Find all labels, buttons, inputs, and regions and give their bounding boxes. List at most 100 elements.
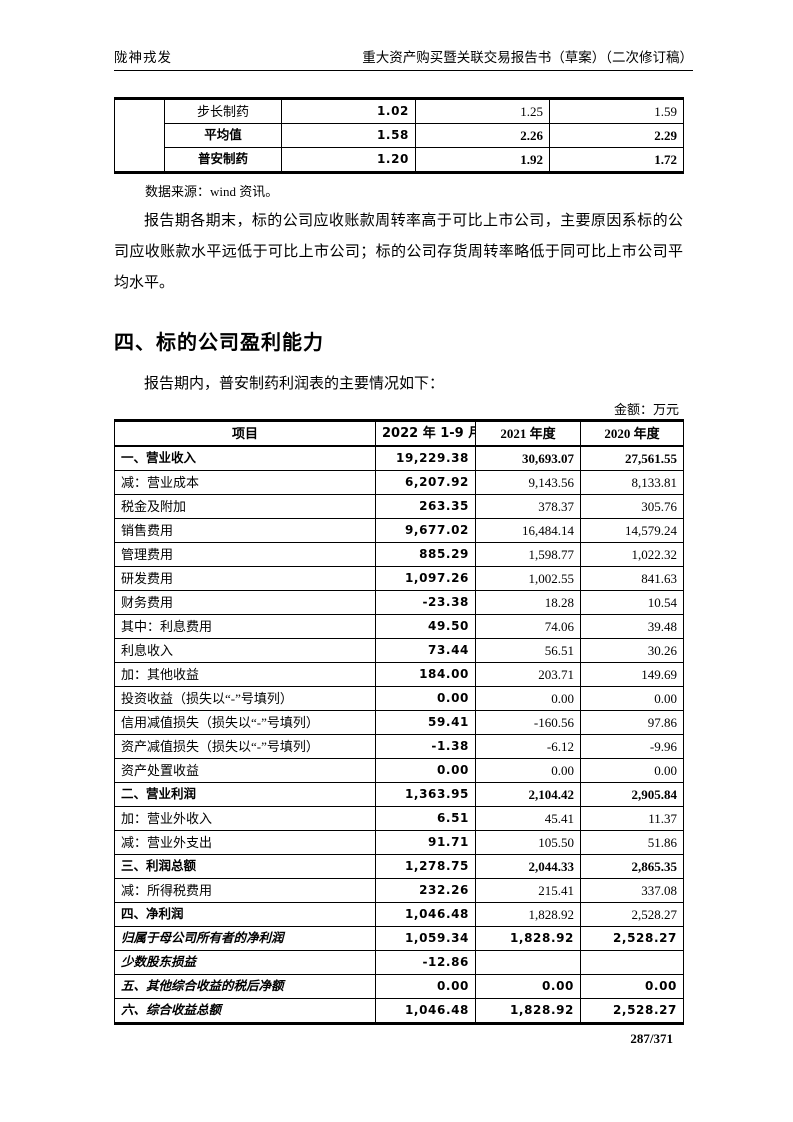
value-cell-2021: 2.26	[415, 123, 550, 148]
table-row: 税金及附加 263.35 378.37 305.76	[114, 494, 684, 519]
value-cell-2021: 1,828.92	[475, 926, 581, 951]
value-cell-2020: 149.69	[580, 662, 684, 687]
header-company-name: 陇神戎发	[114, 50, 172, 65]
item-label-cell: 管理费用	[114, 542, 376, 567]
value-cell-2021: 1,828.92	[475, 998, 581, 1024]
value-cell-2022: 59.41	[375, 710, 476, 735]
item-label-cell: 一、营业收入	[114, 445, 376, 471]
value-cell-2020: 11.37	[580, 806, 684, 831]
table-row: 六、综合收益总额 1,046.48 1,828.92 2,528.27	[114, 998, 684, 1024]
value-cell-2021: 0.00	[475, 974, 581, 999]
value-cell-2020: 1.72	[549, 147, 684, 173]
turnover-comparison-table: 步长制药 1.02 1.25 1.59 平均值 1.58 2.26 2.29 普安制药 1.20 1…	[114, 97, 684, 174]
table-row: 研发费用 1,097.26 1,002.55 841.63	[114, 566, 684, 591]
value-cell-2022: 1.58	[281, 123, 416, 148]
value-cell-2022: 1,046.48	[375, 998, 476, 1024]
item-label-cell: 税金及附加	[114, 494, 376, 519]
value-cell-2022: 885.29	[375, 542, 476, 567]
value-cell-2022: 1,046.48	[375, 902, 476, 927]
value-cell-2022: 232.26	[375, 878, 476, 903]
value-cell-2020: 2,528.27	[580, 902, 684, 927]
value-cell-2021: 9,143.56	[475, 470, 581, 495]
table-row: 资产减值损失（损失以“-”号填列） -1.38 -6.12 -9.96	[114, 734, 684, 759]
table-row: 减：所得税费用 232.26 215.41 337.08	[114, 878, 684, 903]
value-cell-2020: 0.00	[580, 758, 684, 783]
value-cell-2020: 51.86	[580, 830, 684, 855]
value-cell-2020: 0.00	[580, 974, 684, 999]
value-cell-2020: 2,865.35	[580, 854, 684, 879]
value-cell-2020: 2,528.27	[580, 998, 684, 1024]
table-row: 信用减值损失（损失以“-”号填列） 59.41 -160.56 97.86	[114, 710, 684, 735]
income-statement-table: 项目 2022 年 1-9 月 2021 年度 2020 年度 一、营业收入 19,22…	[114, 419, 684, 1025]
value-cell-2020: 27,561.55	[580, 445, 684, 471]
section-heading: 四、标的公司盈利能力	[114, 332, 324, 354]
page-number: 287/371	[630, 1031, 673, 1046]
value-cell-2021: 2,104.42	[475, 782, 581, 807]
value-cell-2021: 2,044.33	[475, 854, 581, 879]
value-cell-2022: 1,363.95	[375, 782, 476, 807]
value-cell-2021: 56.51	[475, 638, 581, 663]
value-cell-2022: 1.02	[281, 98, 416, 124]
value-cell-2022: 1,059.34	[375, 926, 476, 951]
value-cell-2022: 1.20	[281, 147, 416, 173]
item-label-cell: 五、其他综合收益的税后净额	[114, 974, 376, 999]
item-label-cell: 信用减值损失（损失以“-”号填列）	[114, 710, 376, 735]
item-label-cell: 三、利润总额	[114, 854, 376, 879]
table-row: 平均值 1.58 2.26 2.29	[115, 123, 684, 148]
value-cell-2020: 97.86	[580, 710, 684, 735]
value-cell-2020: 1.59	[549, 98, 684, 124]
table-row: 四、净利润 1,046.48 1,828.92 2,528.27	[114, 902, 684, 927]
value-cell-2022: 1,097.26	[375, 566, 476, 591]
value-cell-2021: 203.71	[475, 662, 581, 687]
item-label-cell: 利息收入	[114, 638, 376, 663]
company-name-cell: 平均值	[164, 123, 282, 148]
value-cell-2021: -6.12	[475, 734, 581, 759]
item-label-cell: 减：营业成本	[114, 470, 376, 495]
value-cell-2020: 1,022.32	[580, 542, 684, 567]
value-cell-2021: -160.56	[475, 710, 581, 735]
value-cell-2022: 9,677.02	[375, 518, 476, 543]
table-row: 投资收益（损失以“-”号填列） 0.00 0.00 0.00	[114, 686, 684, 711]
value-cell-2021: 1,598.77	[475, 542, 581, 567]
value-cell-2021: 0.00	[475, 686, 581, 711]
item-label-cell: 财务费用	[114, 590, 376, 615]
value-cell-2020: 2.29	[549, 123, 684, 148]
value-cell-2020: 10.54	[580, 590, 684, 615]
analysis-paragraph: 报告期各期末，标的公司应收账款周转率高于可比上市公司，主要原因系标的公司应收账款…	[114, 213, 683, 291]
column-header: 2020 年度	[580, 420, 684, 447]
value-cell-2022: -23.38	[375, 590, 476, 615]
table-row: 其中：利息费用 49.50 74.06 39.48	[114, 614, 684, 639]
value-cell-2021: 1.25	[415, 98, 550, 124]
value-cell-2022: 73.44	[375, 638, 476, 663]
item-label-cell: 加：其他收益	[114, 662, 376, 687]
value-cell-2021: 45.41	[475, 806, 581, 831]
column-header: 2022 年 1-9 月	[375, 420, 476, 447]
value-cell-2020: -9.96	[580, 734, 684, 759]
table-row: 资产处置收益 0.00 0.00 0.00	[114, 758, 684, 783]
value-cell-2022: 0.00	[375, 974, 476, 999]
empty-continuation-cell	[114, 98, 165, 173]
table-row: 财务费用 -23.38 18.28 10.54	[114, 590, 684, 615]
table-row: 利息收入 73.44 56.51 30.26	[114, 638, 684, 663]
header-document-title: 重大资产购买暨关联交易报告书（草案）（二次修订稿）	[362, 50, 693, 65]
table-row: 管理费用 885.29 1,598.77 1,022.32	[114, 542, 684, 567]
item-label-cell: 资产减值损失（损失以“-”号填列）	[114, 734, 376, 759]
value-cell-2020: 39.48	[580, 614, 684, 639]
table-row: 一、营业收入 19,229.38 30,693.07 27,561.55	[114, 445, 684, 471]
table-row: 普安制药 1.20 1.92 1.72	[115, 147, 684, 173]
unit-note: 金额：万元	[613, 402, 679, 417]
value-cell-2020: 30.26	[580, 638, 684, 663]
table-row: 五、其他综合收益的税后净额 0.00 0.00 0.00	[114, 974, 684, 999]
value-cell-2021: 1.92	[415, 147, 550, 173]
company-name-cell: 步长制药	[164, 98, 282, 124]
value-cell-2020: 8,133.81	[580, 470, 684, 495]
table-header-row: 项目 2022 年 1-9 月 2021 年度 2020 年度	[114, 420, 684, 447]
value-cell-2020: 0.00	[580, 686, 684, 711]
table-row: 加：其他收益 184.00 203.71 149.69	[114, 662, 684, 687]
item-label-cell: 减：所得税费用	[114, 878, 376, 903]
item-label-cell: 少数股东损益	[114, 950, 376, 975]
item-label-cell: 六、综合收益总额	[114, 998, 376, 1024]
value-cell-2022: 6.51	[375, 806, 476, 831]
column-header: 2021 年度	[475, 420, 581, 447]
